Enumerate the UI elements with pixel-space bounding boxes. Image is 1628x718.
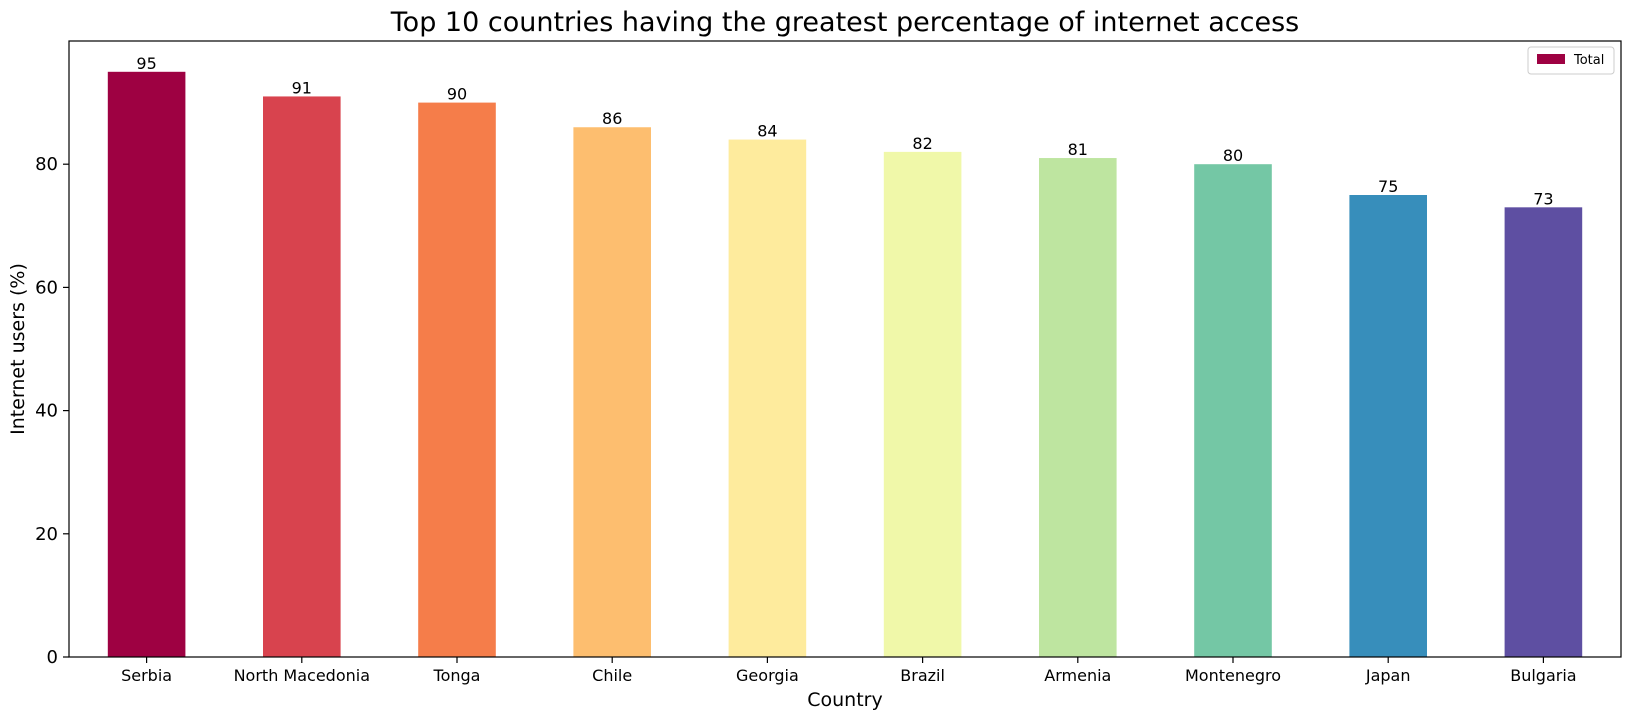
- y-tick-label: 20: [35, 524, 58, 545]
- y-axis-label: Internet users (%): [7, 263, 29, 435]
- plot-area: 0 20 40 60 80 Serbia 95 North Macedonia 91 Tonga 9…: [35, 54, 1583, 685]
- data-label: 91: [292, 78, 312, 97]
- x-tick-label: Chile: [592, 666, 632, 685]
- y-tick-label: 40: [35, 401, 58, 422]
- x-tick-label: Montenegro: [1185, 666, 1281, 685]
- bar-brazil: [883, 151, 962, 657]
- x-axis-label: Country: [807, 689, 882, 711]
- y-tick-label: 0: [47, 647, 58, 668]
- chart-title: Top 10 countries having the greatest per…: [390, 7, 1299, 38]
- data-label: 81: [1068, 140, 1088, 159]
- legend: Total: [1527, 46, 1615, 75]
- x-tick-label: North Macedonia: [234, 666, 370, 685]
- data-label: 86: [602, 109, 622, 128]
- data-label: 95: [136, 54, 156, 73]
- bar-bulgaria: [1504, 207, 1583, 657]
- bar-armenia: [1039, 158, 1117, 658]
- bar-north-macedonia: [263, 96, 341, 657]
- bar-chile: [573, 127, 651, 658]
- plot-frame: [68, 40, 1622, 658]
- bar-montenegro: [1194, 164, 1272, 657]
- x-tick-label: Georgia: [736, 666, 799, 685]
- legend-box: [1527, 46, 1615, 75]
- legend-swatch: [1537, 54, 1565, 64]
- data-label: 82: [912, 134, 932, 153]
- x-tick-label: Serbia: [121, 666, 172, 685]
- data-label: 75: [1378, 177, 1398, 196]
- bar-tonga: [418, 102, 496, 658]
- x-tick-label: Brazil: [900, 666, 945, 685]
- x-tick-label: Bulgaria: [1510, 666, 1576, 685]
- bar-japan: [1349, 195, 1427, 657]
- y-tick-label: 80: [35, 154, 58, 175]
- legend-label: Total: [1573, 53, 1604, 68]
- bar-serbia: [107, 71, 186, 658]
- x-tick-label: Armenia: [1044, 666, 1111, 685]
- data-label: 73: [1533, 189, 1553, 208]
- x-tick-label: Japan: [1365, 666, 1411, 685]
- data-label: 90: [447, 85, 467, 104]
- data-label: 80: [1223, 146, 1243, 165]
- x-tick-label: Tonga: [433, 666, 481, 685]
- y-tick-label: 60: [35, 277, 58, 298]
- bar-georgia: [728, 139, 807, 657]
- data-label: 84: [757, 122, 777, 141]
